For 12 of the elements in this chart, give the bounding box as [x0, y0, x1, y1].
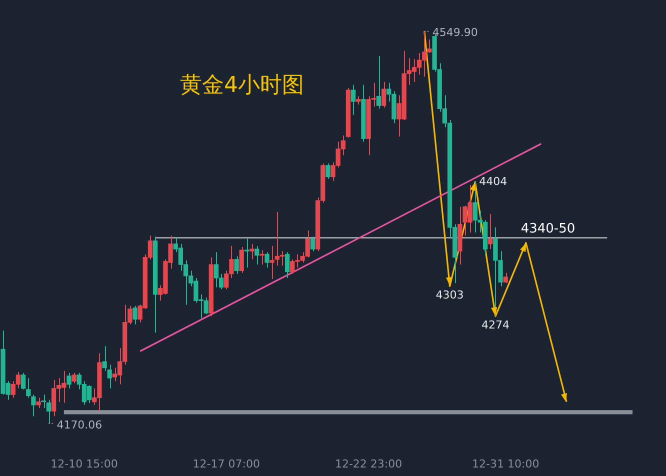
x-tick-label: 12-31 10:00	[472, 457, 540, 470]
data-label: 4274	[481, 318, 510, 332]
annotation: 4340-50	[520, 222, 576, 237]
data-label: 4303	[436, 288, 464, 302]
text: 黄金4小时图	[180, 72, 304, 100]
annotation: 4170.06	[56, 418, 102, 432]
x-tick-label: 12-22 23:00	[334, 457, 402, 470]
x-tick-label: 12-10 15:00	[50, 457, 118, 470]
data-label: 4404	[479, 174, 508, 188]
annotation: 4549.90	[432, 26, 478, 40]
candlestick	[270, 245, 274, 280]
x-tick-label: 12-17 07:00	[192, 457, 260, 470]
